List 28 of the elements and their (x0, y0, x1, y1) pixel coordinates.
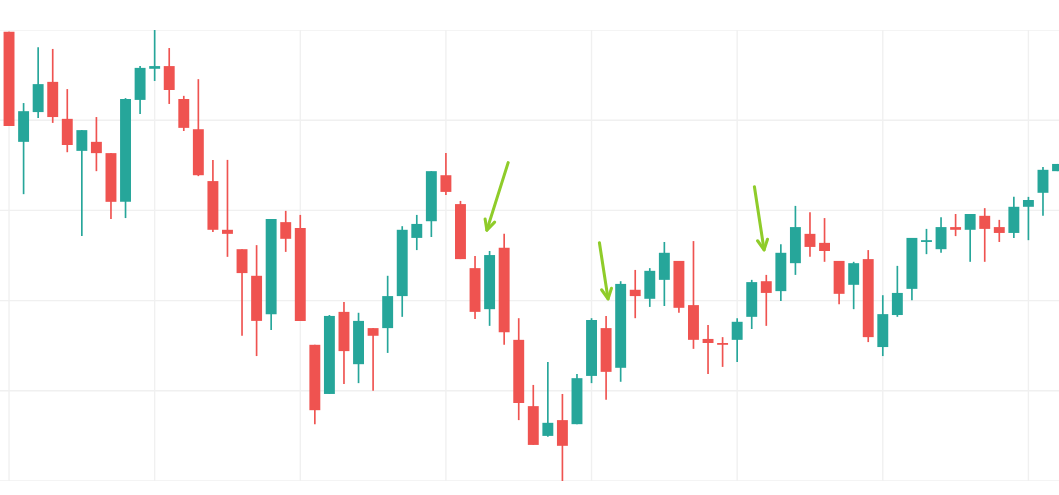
candlestick (935, 216, 947, 254)
candlestick (1037, 166, 1049, 217)
candlestick (993, 219, 1005, 243)
candlestick (921, 228, 932, 255)
candlestick (804, 211, 816, 258)
candlestick (236, 248, 248, 337)
candlestick (542, 361, 554, 438)
candlestick (411, 214, 423, 251)
candlestick (964, 213, 976, 263)
candlestick (163, 47, 175, 105)
candlestick (848, 260, 860, 311)
candlestick (891, 265, 903, 318)
candlestick (760, 274, 772, 327)
candlestick (629, 269, 641, 320)
candlestick (90, 116, 102, 172)
candlestick (950, 213, 962, 237)
candlestick (702, 324, 714, 375)
candlestick (149, 29, 161, 82)
candlestick (222, 159, 233, 258)
candlestick (367, 327, 379, 392)
candlestick (76, 129, 88, 237)
candlestick (717, 336, 729, 368)
candlestick (819, 217, 830, 263)
candlestick (731, 317, 743, 363)
candlestick (280, 210, 292, 253)
candlestick (1022, 196, 1034, 242)
candlestick (979, 207, 991, 263)
candlestick (440, 152, 452, 196)
